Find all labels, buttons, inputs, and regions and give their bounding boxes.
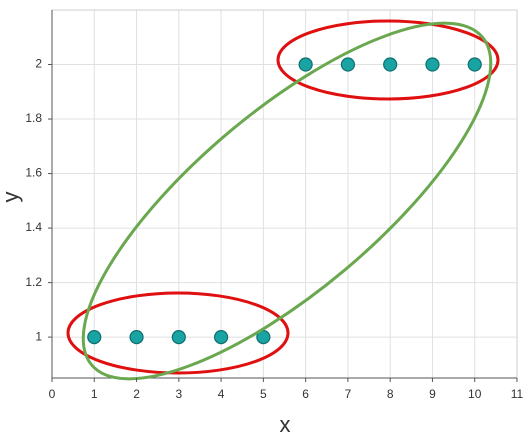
x-tick-label: 8 xyxy=(387,387,394,401)
y-tick-label: 1.6 xyxy=(25,166,42,180)
x-tick-label: 10 xyxy=(468,387,482,401)
point xyxy=(425,57,440,72)
point xyxy=(129,330,144,345)
x-axis-label: x xyxy=(280,412,291,436)
point xyxy=(467,57,482,72)
y-axis-label: y xyxy=(0,192,23,203)
point xyxy=(213,330,229,345)
x-tick-label: 1 xyxy=(91,387,98,401)
cluster-ellipse xyxy=(66,291,290,375)
points xyxy=(87,57,482,345)
point xyxy=(171,330,186,345)
x-tick-label: 7 xyxy=(345,387,352,401)
cluster-ellipse xyxy=(276,19,500,101)
x-tick-label: 4 xyxy=(218,387,225,401)
x-tick-label: 0 xyxy=(49,387,56,401)
y-tick-label: 1.2 xyxy=(25,275,42,289)
point xyxy=(298,57,313,72)
point xyxy=(87,330,102,345)
x-tick-label: 6 xyxy=(302,387,309,401)
point xyxy=(340,57,356,72)
y-tick-label: 1.8 xyxy=(25,111,42,125)
x-tick-label: 3 xyxy=(175,387,182,401)
y-tick-label: 2 xyxy=(35,57,42,71)
x-tick-label: 9 xyxy=(429,387,436,401)
x-tick-label: 2 xyxy=(133,387,140,401)
point xyxy=(383,57,398,72)
y-tick-label: 1.4 xyxy=(25,220,42,234)
x-tick-label: 11 xyxy=(511,387,524,401)
cluster-ellipse xyxy=(81,21,493,381)
x-tick-label: 5 xyxy=(260,387,267,401)
point xyxy=(256,330,271,345)
y-tick-label: 1 xyxy=(35,329,42,343)
